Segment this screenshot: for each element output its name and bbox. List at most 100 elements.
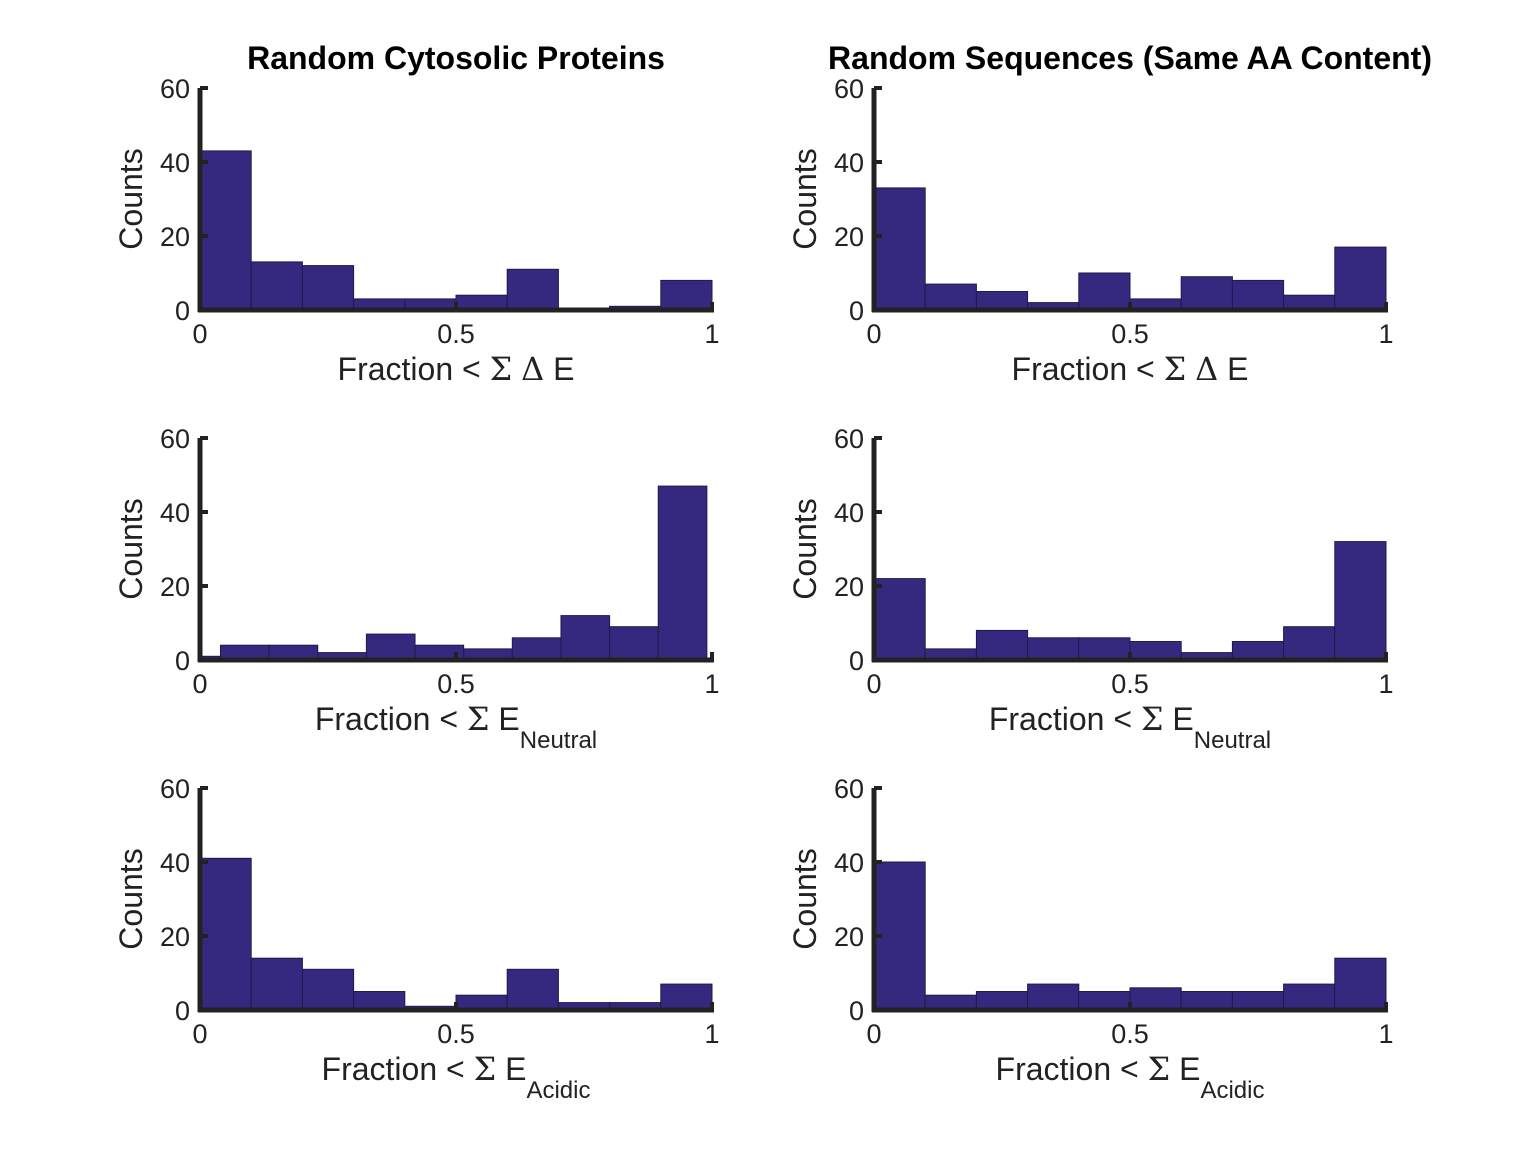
histogram-panel: 0 20 40 60 0 0.5 1 Counts Fraction < Σ ENeutral [787, 424, 1394, 754]
y-tick-label: 60 [160, 774, 190, 804]
y-tick-label: 40 [834, 148, 864, 178]
y-tick-label: 40 [834, 498, 864, 528]
y-axis-label: Counts [113, 148, 149, 249]
histogram-bar [1180, 276, 1233, 311]
histogram-bar [873, 578, 926, 661]
histogram-bar [353, 991, 406, 1011]
y-tick-label: 20 [160, 222, 190, 252]
y-tick-label: 0 [175, 996, 190, 1026]
x-tick-label: 0.5 [437, 319, 475, 349]
x-axis-label: Fraction < Σ Δ E [338, 350, 575, 388]
histogram-bar [975, 991, 1029, 1011]
y-tick-label: 40 [160, 148, 190, 178]
histogram-bar [873, 187, 926, 311]
x-tick-label: 1 [704, 1019, 719, 1049]
histogram-bar [924, 283, 977, 311]
x-tick-label: 0 [866, 319, 881, 349]
y-axis-label: Counts [787, 148, 823, 249]
histogram-bar [301, 968, 355, 1011]
y-tick-label: 60 [160, 424, 190, 454]
x-axis-label: Fraction < Σ EAcidic [996, 1050, 1265, 1104]
histogram-bar [560, 615, 611, 661]
histogram-bar [1027, 983, 1080, 1011]
x-tick-label: 0 [192, 1019, 207, 1049]
histogram-bar [1129, 987, 1182, 1011]
x-axis-label: Fraction < Σ ENeutral [315, 700, 597, 754]
x-tick-label: 0.5 [1111, 319, 1149, 349]
histogram-panel: Random Sequences (Same AA Content) 0 20 40 6… [787, 40, 1432, 388]
histogram-panel: 0 20 40 60 0 0.5 1 Counts Fraction < Σ ENeutral [113, 424, 720, 754]
histogram-bar [1334, 957, 1387, 1011]
histogram-panel: 0 20 40 60 0 0.5 1 Counts Fraction < Σ EAcidic [113, 774, 720, 1104]
y-axis-label: Counts [787, 498, 823, 599]
histogram-bar [1283, 983, 1336, 1011]
y-tick-label: 0 [849, 646, 864, 676]
y-axis-label: Counts [113, 848, 149, 949]
y-tick-label: 20 [160, 572, 190, 602]
y-tick-label: 60 [834, 774, 864, 804]
x-tick-label: 1 [1378, 669, 1393, 699]
y-axis-label: Counts [787, 848, 823, 949]
histogram-bar [1231, 991, 1285, 1011]
histogram-bar [660, 279, 713, 311]
x-tick-label: 0.5 [437, 1019, 475, 1049]
histogram-bar [511, 637, 562, 661]
y-tick-label: 60 [160, 74, 190, 104]
histogram-bar [1129, 641, 1182, 661]
y-tick-label: 20 [160, 922, 190, 952]
y-tick-label: 0 [175, 296, 190, 326]
histogram-bar [1283, 626, 1336, 661]
y-axis-label: Counts [113, 498, 149, 599]
histogram-bar [1334, 246, 1387, 311]
histogram-bar [660, 983, 713, 1011]
histogram-bar [1231, 641, 1285, 661]
histogram-bar [250, 957, 303, 1011]
x-axis-label: Fraction < Σ ENeutral [989, 700, 1271, 754]
chart-title: Random Sequences (Same AA Content) [828, 40, 1432, 76]
histogram-bar [657, 485, 708, 661]
x-tick-label: 1 [1378, 1019, 1393, 1049]
histogram-bar [1078, 272, 1131, 311]
x-tick-label: 1 [704, 319, 719, 349]
x-tick-label: 0 [192, 669, 207, 699]
histogram-panel: Random Cytosolic Proteins 0 20 40 60 0 0.5 1 Cou… [113, 40, 720, 388]
x-tick-label: 0 [192, 319, 207, 349]
y-tick-label: 40 [160, 848, 190, 878]
histogram-bar [1078, 637, 1131, 661]
histogram-bar [1334, 541, 1387, 661]
histogram-panel: 0 20 40 60 0 0.5 1 Counts Fraction < Σ EAcidic [787, 774, 1394, 1104]
x-tick-label: 0.5 [1111, 669, 1149, 699]
y-tick-label: 0 [849, 296, 864, 326]
y-tick-label: 40 [160, 498, 190, 528]
x-tick-label: 0 [866, 1019, 881, 1049]
histogram-bar [975, 629, 1029, 661]
histogram-bar [975, 291, 1029, 311]
histogram-bar [199, 150, 252, 311]
histogram-bar [250, 261, 303, 311]
y-tick-label: 20 [834, 922, 864, 952]
x-axis-label: Fraction < Σ EAcidic [322, 1050, 591, 1104]
y-tick-label: 40 [834, 848, 864, 878]
y-tick-label: 0 [849, 996, 864, 1026]
histogram-bar [1231, 279, 1285, 311]
histogram-bar [609, 626, 659, 661]
x-tick-label: 0.5 [1111, 1019, 1149, 1049]
histogram-bar [1180, 991, 1233, 1011]
histogram-bar [1078, 991, 1131, 1011]
histogram-bar [506, 968, 559, 1011]
histogram-bar [506, 268, 559, 311]
y-tick-label: 0 [175, 646, 190, 676]
x-tick-label: 1 [1378, 319, 1393, 349]
y-tick-label: 20 [834, 572, 864, 602]
x-tick-label: 0.5 [437, 669, 475, 699]
y-tick-label: 60 [834, 424, 864, 454]
y-tick-label: 60 [834, 74, 864, 104]
x-axis-label: Fraction < Σ Δ E [1012, 350, 1249, 388]
histogram-bar [1027, 637, 1080, 661]
y-tick-label: 20 [834, 222, 864, 252]
histogram-bar [301, 265, 355, 311]
x-tick-label: 0 [866, 669, 881, 699]
x-tick-label: 1 [704, 669, 719, 699]
histogram-bar [365, 633, 416, 661]
